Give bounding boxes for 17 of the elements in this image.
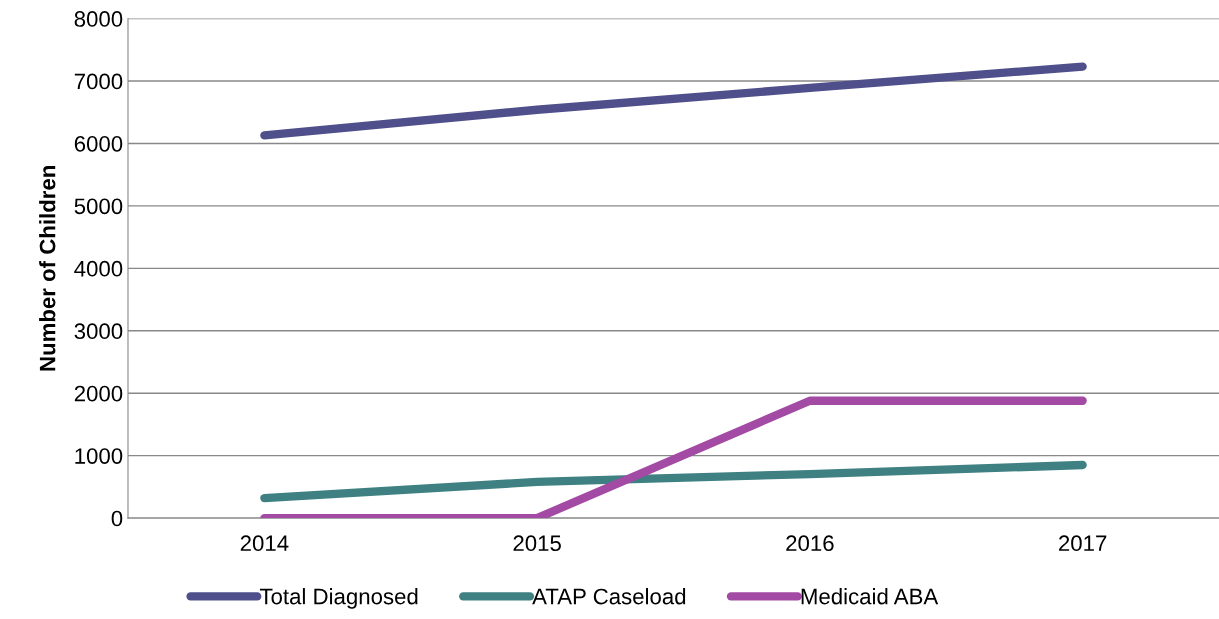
y-tick-label: 1000 xyxy=(75,448,123,464)
y-tick-label: 7000 xyxy=(74,73,123,90)
x-tick-label: 2017 xyxy=(1059,535,1107,552)
x-tick-label: 2014 xyxy=(240,535,289,552)
y-axis-title: Number of Children xyxy=(39,166,56,371)
legend-label: Total Diagnosed xyxy=(259,588,418,609)
legend-label: ATAP Caseload xyxy=(532,588,686,605)
y-tick-label: 4000 xyxy=(74,260,123,277)
y-tick-label: 8000 xyxy=(74,11,123,27)
y-tick-label: 3000 xyxy=(74,323,123,340)
y-tick-label: 6000 xyxy=(74,135,123,152)
y-tick-label: 0 xyxy=(111,510,123,527)
x-tick-label: 2016 xyxy=(786,535,834,552)
y-tick-label: 5000 xyxy=(74,198,123,215)
x-tick-label: 2015 xyxy=(513,535,561,552)
y-tick-label: 2000 xyxy=(74,385,123,402)
legend-label: Medicaid ABA xyxy=(801,588,939,605)
